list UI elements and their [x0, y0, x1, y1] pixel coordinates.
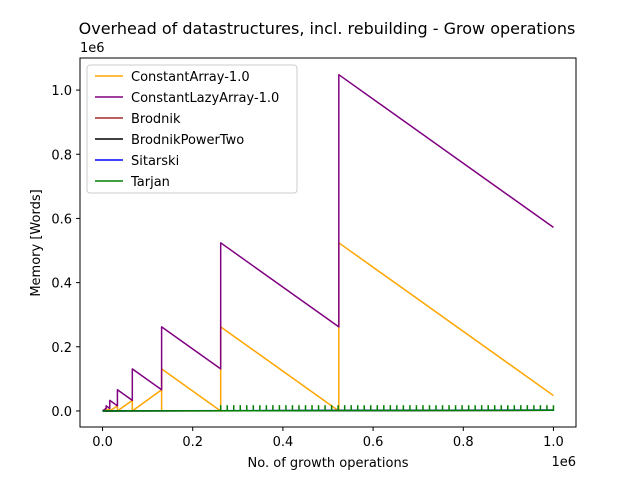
series-line-tarjan	[102, 409, 554, 412]
y-tick-label: 0.8	[51, 148, 72, 163]
y-tick-label: 0.6	[51, 212, 72, 227]
x-offset-label: 1e6	[551, 455, 576, 470]
x-tick-label: 0.6	[363, 435, 384, 450]
y-tick-label: 1.0	[51, 84, 72, 99]
legend-label-tarjan: Tarjan	[130, 175, 170, 190]
plot-frame	[79, 57, 577, 428]
legend-label-brodnikpowertwo: BrodnikPowerTwo	[131, 133, 244, 148]
y-tick-label: 0.4	[51, 277, 72, 292]
x-tick-label: 1.0	[543, 435, 564, 450]
plot-area	[102, 73, 555, 412]
y-offset-label: 1e6	[80, 41, 105, 56]
legend-label-constantarray-1-0: ConstantArray-1.0	[131, 70, 250, 85]
x-axis: 0.0 0.2 0.4 0.6 0.8 1.0	[92, 427, 564, 450]
legend: ConstantArray-1.0 ConstantLazyArray-1.0 Br…	[86, 64, 298, 194]
legend-label-brodnik: Brodnik	[131, 112, 181, 127]
legend-label-sitarski: Sitarski	[131, 154, 179, 169]
x-tick-label: 0.0	[92, 435, 113, 450]
chart-title: Overhead of datastructures, incl. rebuil…	[79, 19, 576, 38]
y-axis-label: Memory [Words]	[29, 189, 44, 296]
x-tick-label: 0.4	[273, 435, 294, 450]
x-tick-label: 0.8	[453, 435, 474, 450]
legend-label-constantlazyarray-1-0: ConstantLazyArray-1.0	[131, 91, 279, 106]
y-tick-label: 0.0	[51, 405, 72, 420]
series-line-constantlazyarray-1-0	[102, 73, 554, 412]
y-tick-label: 0.2	[51, 341, 72, 356]
x-axis-label: No. of growth operations	[248, 456, 409, 471]
y-axis: 0.0 0.2 0.4 0.6 0.8 1.0	[51, 84, 80, 420]
legend-box	[86, 64, 298, 194]
x-tick-label: 0.2	[182, 435, 203, 450]
